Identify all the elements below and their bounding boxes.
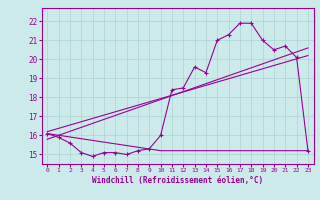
X-axis label: Windchill (Refroidissement éolien,°C): Windchill (Refroidissement éolien,°C): [92, 176, 263, 185]
